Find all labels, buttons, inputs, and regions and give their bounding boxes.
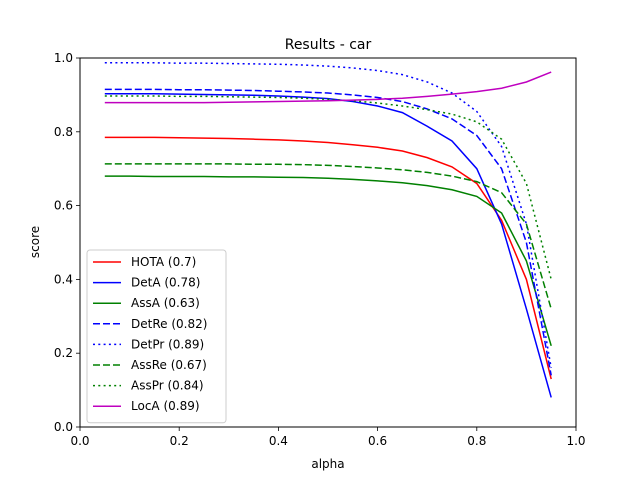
y-axis-label: score: [28, 226, 42, 258]
x-tick-label: 0.2: [170, 434, 189, 448]
y-tick-label: 1.0: [54, 51, 73, 65]
legend: HOTA (0.7) DetA (0.78) AssA (0.63) DetRe (0…: [86, 249, 227, 424]
series-line-8: [104, 71, 552, 104]
chart-title: Results - car: [285, 37, 372, 53]
series-layer: [104, 62, 552, 398]
legend-label: HOTA (0.7): [131, 255, 196, 269]
series-line-5: [104, 62, 552, 369]
series-line-6: [104, 163, 552, 310]
y-axis: 0.0 0.2 0.4 0.6 0.8 1.0: [54, 51, 80, 434]
x-tick-label: 0.4: [269, 434, 288, 448]
y-tick-label: 0.8: [54, 125, 73, 139]
y-tick-label: 0.0: [54, 420, 73, 434]
legend-label: AssPr (0.84): [131, 379, 204, 393]
x-axis-label: alpha: [311, 457, 344, 471]
legend-label: LocA (0.89): [131, 399, 200, 413]
x-tick-label: 0.6: [368, 434, 387, 448]
legend-label: DetRe (0.82): [131, 317, 207, 331]
y-tick-label: 0.4: [54, 272, 73, 286]
x-tick-label: 1.0: [566, 434, 585, 448]
legend-label: DetA (0.78): [131, 276, 200, 290]
series-line-3: [104, 175, 552, 347]
y-tick-label: 0.2: [54, 346, 73, 360]
x-axis: 0.0 0.2 0.4 0.6 0.8 1.0: [70, 427, 586, 448]
x-tick-label: 0.8: [467, 434, 486, 448]
series-line-4: [104, 88, 552, 376]
x-tick-label: 0.0: [70, 434, 89, 448]
plot-frame: [79, 57, 577, 428]
series-line-7: [104, 95, 552, 280]
legend-label: AssA (0.63): [131, 296, 200, 310]
y-tick-label: 0.6: [54, 199, 73, 213]
series-line-1: [104, 136, 552, 380]
legend-box: [86, 249, 227, 424]
legend-label: AssRe (0.67): [131, 358, 207, 372]
legend-label: DetPr (0.89): [131, 337, 204, 351]
